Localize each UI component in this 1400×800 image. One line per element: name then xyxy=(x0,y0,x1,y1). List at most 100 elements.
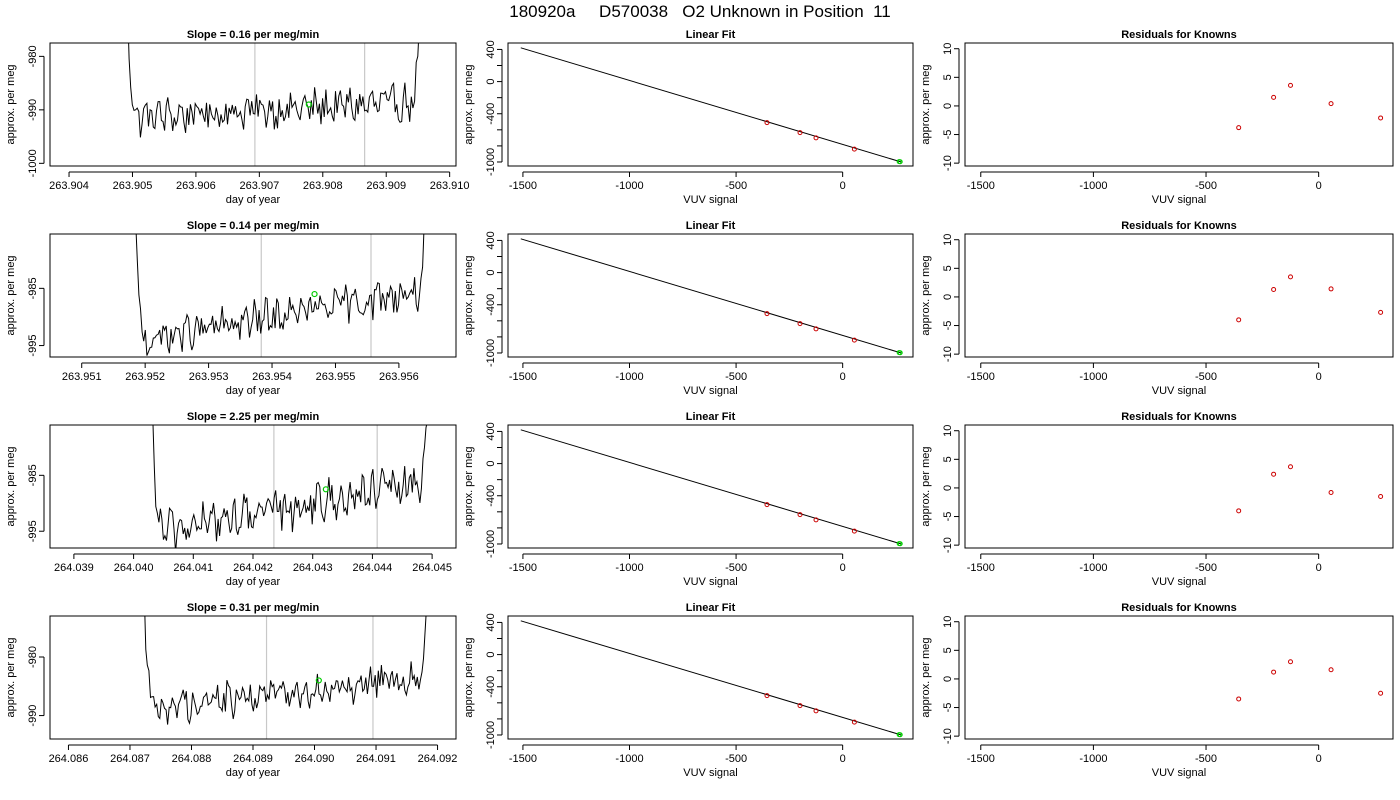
panel-fit-2: Linear Fit -1500 -1000 -500 0 VUV signal -1000… xyxy=(463,411,914,588)
plot-frame xyxy=(507,424,914,549)
y-axis-label: approx. per meg xyxy=(5,64,17,144)
y-tick-label: 0 xyxy=(942,485,954,491)
x-tick-label: -500 xyxy=(1195,562,1217,574)
plot-area xyxy=(128,43,419,166)
plot-area xyxy=(520,238,903,356)
plot-frame xyxy=(507,615,914,740)
x-tick-label: -500 xyxy=(1195,371,1217,383)
x-tick-label: -1000 xyxy=(1079,753,1107,765)
y-tick-label: 400 xyxy=(485,613,497,631)
x-tick-label: 263.954 xyxy=(252,371,292,383)
residual-point xyxy=(1328,490,1334,496)
plot-area xyxy=(144,616,427,739)
panel-title: Slope = 2.25 per meg/min xyxy=(187,411,320,423)
x-tick-label: 263.910 xyxy=(430,180,470,192)
y-tick-label: 10 xyxy=(942,234,954,246)
x-tick-label: 264.088 xyxy=(172,753,212,765)
y-axis-label: approx. per meg xyxy=(5,446,17,526)
residual-point xyxy=(1236,696,1242,702)
y-tick-label: -10 xyxy=(942,537,954,553)
panel-title: Linear Fit xyxy=(686,220,736,232)
known-point xyxy=(851,337,857,343)
panel-trace-2: Slope = 2.25 per meg/min 264.039 264.040 26… xyxy=(5,411,457,588)
y-tick-label: -400 xyxy=(485,676,497,698)
y-tick-label: 0 xyxy=(485,79,497,85)
x-tick-label: 263.904 xyxy=(49,180,89,192)
y-tick-label: -5 xyxy=(942,130,954,140)
panel-fit-3: Linear Fit -1500 -1000 -500 0 VUV signal -1000… xyxy=(463,602,914,779)
x-tick-label: 264.045 xyxy=(412,562,452,574)
x-tick-label: 264.086 xyxy=(49,753,89,765)
residual-point xyxy=(1236,125,1242,131)
panel-fit-0: Linear Fit -1500 -1000 -500 0 VUV signal -1000… xyxy=(463,29,914,206)
x-tick-label: 264.087 xyxy=(110,753,150,765)
known-point xyxy=(797,130,803,136)
x-tick-label: -1000 xyxy=(615,753,643,765)
y-tick-label: 5 xyxy=(942,647,954,653)
unknown-point xyxy=(897,350,903,356)
y-axis-label: approx. per meg xyxy=(920,637,932,717)
y-axis-label: approx. per meg xyxy=(920,64,932,144)
x-tick-label: 263.908 xyxy=(303,180,343,192)
x-axis-label: day of year xyxy=(226,385,281,397)
plot-frame xyxy=(507,42,914,167)
plot-area xyxy=(1236,464,1384,514)
x-tick-label: 0 xyxy=(840,371,846,383)
y-tick-label: -980 xyxy=(27,646,39,668)
plot-frame xyxy=(964,424,1394,549)
residual-point xyxy=(1288,274,1294,280)
x-tick-label: 0 xyxy=(1316,562,1322,574)
plot-area xyxy=(1236,274,1384,323)
x-tick-label: -1000 xyxy=(615,371,643,383)
plot-area xyxy=(1236,82,1384,131)
x-tick-label: 263.951 xyxy=(62,371,102,383)
x-tick-label: -1500 xyxy=(967,753,995,765)
x-tick-label: 264.091 xyxy=(356,753,396,765)
y-tick-label: -5 xyxy=(942,321,954,331)
y-tick-label: 400 xyxy=(485,422,497,440)
residual-point xyxy=(1378,115,1384,121)
y-tick-label: 10 xyxy=(942,43,954,55)
plot-area xyxy=(520,620,903,738)
plot-frame xyxy=(964,615,1394,740)
y-axis-label: approx. per meg xyxy=(920,446,932,526)
y-axis-label: approx. per meg xyxy=(920,255,932,335)
y-tick-label: -5 xyxy=(942,703,954,713)
x-tick-label: -500 xyxy=(725,180,747,192)
x-tick-label: 264.043 xyxy=(293,562,333,574)
x-tick-label: 264.089 xyxy=(233,753,273,765)
y-tick-label: -10 xyxy=(942,346,954,362)
plot-frame xyxy=(507,233,914,358)
known-point xyxy=(813,326,819,332)
y-tick-label: -400 xyxy=(485,294,497,316)
signal-trace xyxy=(152,425,428,548)
x-tick-label: 264.040 xyxy=(114,562,154,574)
x-tick-label: -1500 xyxy=(509,180,537,192)
known-point xyxy=(764,502,770,508)
plot-frame xyxy=(49,233,457,358)
x-axis-label: day of year xyxy=(226,576,281,588)
y-axis-label: approx. per meg xyxy=(463,446,475,526)
y-axis-label: approx. per meg xyxy=(463,637,475,717)
x-tick-label: 263.952 xyxy=(125,371,165,383)
x-tick-label: 263.905 xyxy=(113,180,153,192)
y-tick-label: 5 xyxy=(942,74,954,80)
known-point xyxy=(851,146,857,152)
x-tick-label: 263.953 xyxy=(189,371,229,383)
fit-line xyxy=(520,620,902,736)
x-tick-label: -1000 xyxy=(1079,180,1107,192)
x-tick-label: 0 xyxy=(1316,753,1322,765)
y-tick-label: 5 xyxy=(942,265,954,271)
known-point xyxy=(797,512,803,518)
y-tick-label: 0 xyxy=(485,461,497,467)
y-tick-label: -400 xyxy=(485,103,497,125)
plot-area xyxy=(520,47,903,165)
y-tick-label: -10 xyxy=(942,155,954,171)
residual-point xyxy=(1271,471,1277,477)
residual-point xyxy=(1328,286,1334,292)
panel-residuals-1: Residuals for Knowns -1500 -1000 -500 0 VUV s… xyxy=(920,220,1394,397)
panel-fit-1: Linear Fit -1500 -1000 -500 0 VUV signal -1000… xyxy=(463,220,914,397)
panel-trace-1: Slope = 0.14 per meg/min 263.951 263.952 26… xyxy=(5,220,457,397)
panel-title: Linear Fit xyxy=(686,411,736,423)
